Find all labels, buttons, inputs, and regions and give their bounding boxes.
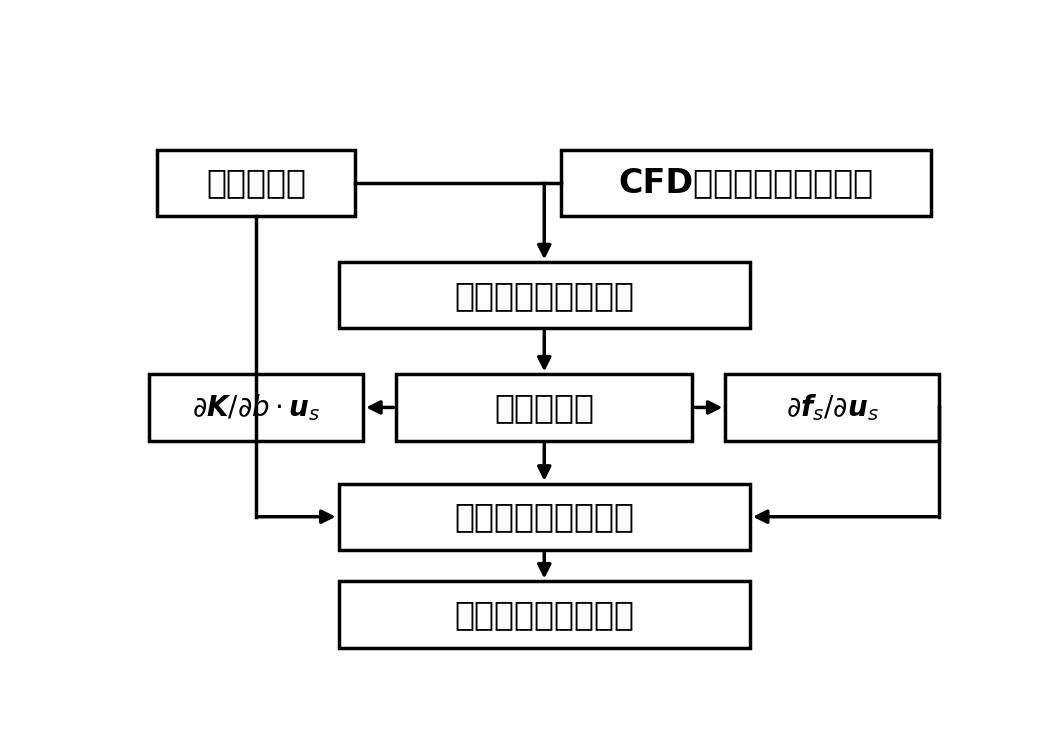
Bar (561, 150, 931, 216)
Text: $\partial \boldsymbol{f}_s/\partial \boldsymbol{u}_s$: $\partial \boldsymbol{f}_s/\partial \bol… (786, 392, 879, 423)
Bar (157, 150, 355, 216)
Text: 有限元模型: 有限元模型 (206, 167, 306, 199)
Bar (339, 581, 750, 648)
Bar (396, 374, 692, 441)
Text: 气动载荷的设计敏度: 气动载荷的设计敏度 (455, 500, 634, 533)
Bar (339, 262, 750, 329)
Text: 升力效率的设计敏度: 升力效率的设计敏度 (455, 598, 634, 631)
Text: 静气弹计算: 静气弹计算 (494, 391, 595, 424)
Bar (149, 374, 363, 441)
Text: $\partial \boldsymbol{K}/\partial b \cdot \boldsymbol{u}_s$: $\partial \boldsymbol{K}/\partial b \cdo… (192, 392, 321, 423)
Bar (339, 483, 750, 550)
Text: CFD数据修正的面元模型: CFD数据修正的面元模型 (618, 167, 873, 199)
Bar (725, 374, 940, 441)
Text: 数据传递矩阵的计算: 数据传递矩阵的计算 (455, 279, 634, 311)
